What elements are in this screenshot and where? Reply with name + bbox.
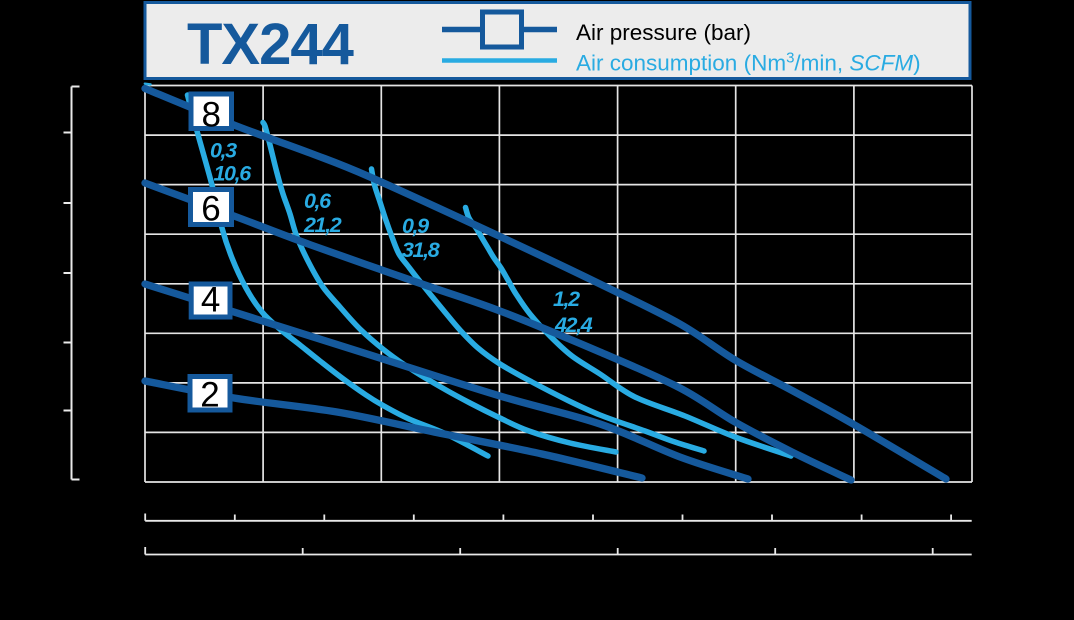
svg-text:0,9: 0,9 — [402, 214, 429, 238]
svg-text:Air pressure (bar): Air pressure (bar) — [576, 20, 751, 45]
svg-text:2: 2 — [200, 376, 219, 415]
svg-text:0,3: 0,3 — [210, 139, 237, 163]
svg-text:8: 8 — [201, 95, 220, 134]
svg-text:0,6: 0,6 — [304, 189, 332, 213]
svg-text:42,4: 42,4 — [554, 313, 593, 337]
svg-text:31,8: 31,8 — [402, 238, 440, 262]
svg-text:1,2: 1,2 — [553, 287, 580, 311]
svg-text:10,6: 10,6 — [214, 162, 253, 186]
svg-text:4: 4 — [201, 281, 220, 320]
svg-text:Air consumption (Nm3/min, SCFM: Air consumption (Nm3/min, SCFM) — [576, 50, 921, 76]
svg-text:TX244: TX244 — [187, 12, 354, 77]
svg-text:6: 6 — [201, 190, 220, 229]
svg-text:21,2: 21,2 — [303, 213, 342, 237]
